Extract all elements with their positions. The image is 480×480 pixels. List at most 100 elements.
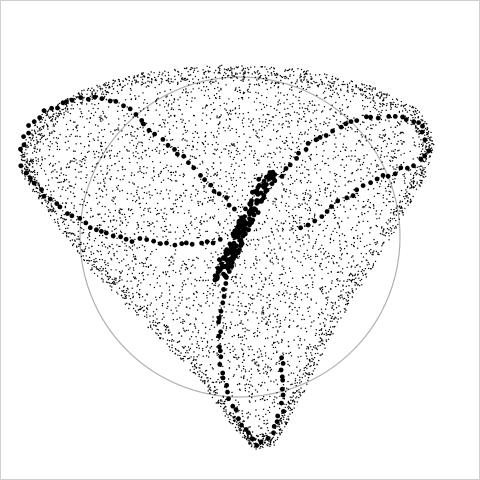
surface-point [33,140,35,142]
surface-point [91,87,93,89]
surface-point [328,87,330,90]
surface-point [266,96,268,99]
surface-point [202,77,204,79]
surface-point [370,163,372,165]
surface-point [104,89,107,92]
surface-point [236,76,238,78]
surface-point [391,103,393,106]
surface-point [194,218,196,220]
surface-point [270,87,272,89]
surface-point [65,178,68,181]
surface-point [332,239,335,242]
surface-point [401,131,403,133]
surface-point [321,111,323,113]
surface-point [132,307,135,310]
surface-point [72,108,75,110]
surface-point [323,181,326,184]
surface-point [270,105,272,108]
surface-point [288,196,290,198]
surface-point [271,336,273,338]
surface-point [278,363,280,365]
surface-point [304,192,307,194]
surface-point [296,237,298,239]
surface-point [126,192,129,195]
surface-point [386,228,389,230]
surface-point [374,242,376,244]
surface-point [221,78,223,80]
surface-point [324,235,326,237]
surface-point [205,114,208,116]
surface-point [101,234,104,237]
surface-point [182,173,185,175]
surface-point [110,259,113,261]
surface-point [341,83,343,86]
surface-point [425,145,427,147]
surface-point [281,140,284,143]
surface-point [238,314,240,316]
surface-point [130,280,132,282]
surface-point [183,79,185,81]
surface-point [246,412,248,415]
surface-point [178,104,180,107]
surface-point [103,156,106,159]
surface-point [159,104,161,106]
surface-point [32,134,34,137]
surface-point [376,242,378,244]
surface-point [184,231,186,234]
surface-point [225,171,227,173]
surface-point [345,99,348,101]
surface-point [123,258,125,260]
surface-point [384,180,387,183]
surface-point [122,178,124,181]
surface-point [85,156,87,159]
surface-point [261,381,263,384]
surface-point [233,68,235,70]
surface-point [142,197,144,200]
surface-point [158,83,160,86]
surface-point [318,194,321,196]
surface-point [318,314,321,316]
surface-point [213,94,216,97]
surface-point [141,151,144,154]
surface-point [75,176,77,178]
surface-point [165,225,167,228]
surface-point [270,66,273,69]
surface-point [216,324,218,326]
surface-point [241,65,243,67]
surface-point [234,190,236,193]
surface-point [321,80,323,83]
surface-point [181,286,183,288]
surface-point [416,127,418,129]
surface-point [141,158,143,160]
surface-point [183,67,186,70]
surface-point [67,128,69,131]
surface-point [111,164,113,167]
surface-point [206,300,209,303]
surface-point [414,172,416,174]
surface-point [400,100,403,103]
surface-point [415,127,417,129]
surface-point [265,423,267,425]
surface-point [65,218,67,221]
surface-point [233,186,235,188]
surface-point [284,220,287,222]
surface-point [218,235,220,237]
surface-point [394,104,397,106]
surface-point [118,118,120,120]
surface-point [134,79,136,81]
surface-point [147,85,149,87]
surface-point [300,172,302,175]
surface-point [243,284,246,286]
surface-point [230,321,232,323]
surface-point [260,353,263,355]
surface-point [168,299,171,301]
surface-point [231,101,234,103]
surface-point [175,205,178,208]
surface-point [102,279,104,281]
surface-point [231,179,233,181]
surface-point [390,212,392,214]
surface-point [158,275,161,277]
surface-point [375,250,378,253]
surface-point [298,148,301,151]
surface-point [228,172,230,175]
